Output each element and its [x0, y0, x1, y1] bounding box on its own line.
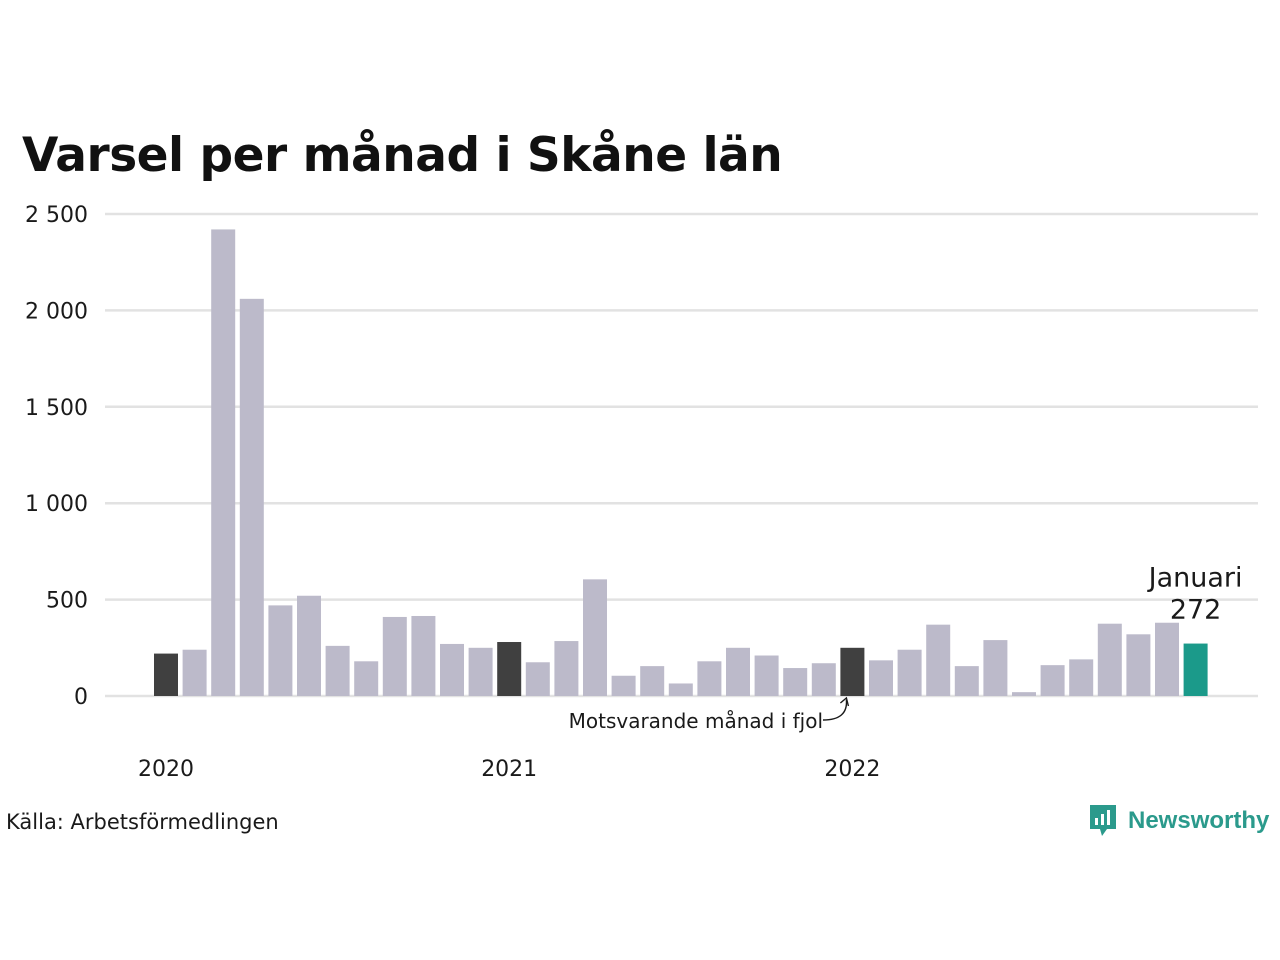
highlight-month-label: Januari	[1147, 563, 1243, 594]
bar	[1097, 623, 1122, 696]
bar	[726, 647, 750, 696]
chart-title: Varsel per månad i Skåne län	[22, 128, 783, 183]
x-year-label: 2022	[824, 757, 880, 782]
comparison-annotation: Motsvarande månad i fjol	[569, 709, 823, 733]
bar	[783, 668, 808, 696]
y-axis-ticks: 0 500 1 000 1 500 2 000 2 500	[25, 203, 88, 710]
bar	[182, 649, 207, 696]
bar	[1040, 665, 1065, 696]
y-tick-label: 2 000	[25, 299, 88, 324]
bar	[697, 661, 722, 696]
bars	[154, 229, 1208, 696]
bar	[1012, 692, 1036, 696]
bar-chart: 0 500 1 000 1 500 2 000 2 500 2020 2021 2022 Ja…	[25, 203, 1258, 782]
bar	[211, 229, 236, 696]
bar	[1069, 659, 1094, 696]
bar	[954, 666, 979, 696]
bar	[869, 660, 893, 696]
bar	[840, 647, 865, 696]
y-tick-label: 1 000	[25, 492, 88, 517]
source-note: Källa: Arbetsförmedlingen	[6, 810, 279, 834]
newsworthy-logo-icon	[1090, 805, 1116, 836]
bar	[926, 624, 951, 696]
bar	[754, 655, 779, 696]
bar	[1126, 634, 1151, 696]
bar	[811, 663, 836, 696]
bar	[297, 595, 321, 696]
annotation-arrowhead	[839, 696, 850, 707]
bar	[154, 653, 178, 696]
bar	[468, 647, 493, 696]
bar	[268, 605, 293, 696]
y-tick-label: 500	[46, 589, 88, 614]
bar	[583, 579, 607, 696]
bar	[325, 645, 350, 696]
annotation-arrow	[822, 699, 848, 721]
brand-name: Newsworthy	[1128, 807, 1270, 834]
bar	[983, 640, 1008, 696]
bar	[1155, 622, 1179, 696]
bar	[497, 642, 522, 696]
bar	[1183, 643, 1208, 696]
bar	[668, 683, 693, 696]
x-year-label: 2020	[138, 757, 194, 782]
bar	[411, 615, 436, 696]
highlight-value-label: 272	[1170, 595, 1222, 626]
bar	[382, 616, 407, 696]
x-year-label: 2021	[481, 757, 537, 782]
y-tick-label: 2 500	[25, 203, 88, 228]
y-tick-label: 0	[74, 685, 88, 710]
newsworthy-logo[interactable]: Newsworthy	[1088, 803, 1269, 839]
x-axis-labels: 2020 2021 2022	[138, 757, 880, 782]
bar	[897, 649, 922, 696]
y-tick-label: 1 500	[25, 396, 88, 421]
bar	[611, 675, 636, 696]
bar	[354, 661, 379, 696]
bar	[640, 666, 665, 696]
bar	[440, 643, 464, 696]
bar	[239, 298, 264, 696]
bar	[554, 641, 579, 696]
bar	[525, 662, 550, 696]
